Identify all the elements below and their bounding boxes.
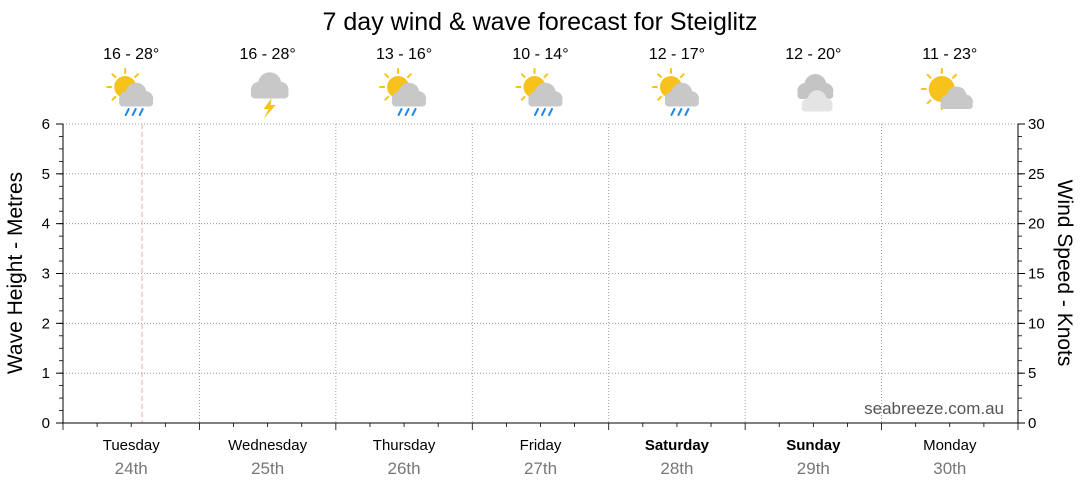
day-column: 13 - 16° Thursday 26th — [373, 46, 436, 478]
day-column: 12 - 20° Sunday 29th — [785, 46, 841, 478]
sun-ray — [926, 99, 932, 105]
day-date: 27th — [524, 459, 557, 478]
sun-ray — [520, 73, 526, 79]
day-temperature: 13 - 16° — [376, 46, 432, 63]
day-name: Saturday — [645, 437, 710, 454]
sun-ray — [657, 73, 663, 79]
sun-ray — [657, 95, 663, 101]
sun-ray — [111, 73, 117, 79]
sun-cloud-rain-icon — [651, 68, 699, 116]
rain-drop — [124, 108, 130, 116]
chart-title: 7 day wind & wave forecast for Steiglitz — [323, 8, 758, 36]
sun-ray — [406, 73, 412, 79]
y-left-tick-label: 4 — [42, 216, 50, 233]
day-column: 10 - 14° Friday 27th — [512, 46, 568, 478]
cloud-base — [391, 98, 427, 107]
cloud-base — [250, 90, 289, 99]
y-left-tick-label: 3 — [42, 266, 50, 283]
day-temperature: 16 - 28° — [103, 46, 159, 63]
y-right-tick-label: 0 — [1028, 415, 1036, 432]
day-temperature: 16 - 28° — [240, 46, 296, 63]
lightning-bolt — [263, 98, 276, 119]
day-name: Thursday — [373, 437, 436, 454]
thunderstorm-icon — [250, 72, 289, 119]
sun-ray — [111, 95, 117, 101]
sun-ray — [520, 95, 526, 101]
partly-cloudy-icon — [920, 68, 973, 110]
day-name: Tuesday — [103, 437, 160, 454]
day-columns: 16 - 28° Tuesday 24th 16 - 28° Wednesday 25th… — [103, 46, 978, 478]
day-name: Sunday — [786, 437, 841, 454]
rain-drop — [397, 108, 403, 116]
rain-drop — [411, 108, 417, 116]
y-axis-right-label: Wind Speed - Knots — [1053, 180, 1076, 367]
day-temperature: 11 - 23° — [922, 46, 977, 63]
day-date: 25th — [251, 459, 284, 478]
y-right-tick-label: 20 — [1028, 216, 1045, 233]
y-right-tick-label: 10 — [1028, 315, 1045, 332]
sun-ray — [926, 73, 932, 79]
rain-drop — [670, 108, 676, 116]
rain-drop — [548, 108, 553, 116]
day-column: 12 - 17° Saturday 28th — [645, 46, 710, 478]
sun-ray — [384, 73, 390, 79]
cloudy-icon — [797, 74, 834, 112]
rain-drop — [534, 108, 539, 116]
rain-drop — [131, 108, 137, 116]
sun-ray — [384, 95, 390, 101]
sun-cloud-rain-icon — [515, 68, 563, 116]
sun-ray — [543, 73, 549, 79]
y-right-tick-label: 25 — [1028, 166, 1045, 183]
sun-ray — [134, 73, 139, 79]
sun-cloud-rain-icon — [106, 68, 154, 116]
cloud-base — [119, 98, 154, 107]
y-right-tick-label: 5 — [1028, 365, 1036, 382]
day-date: 24th — [115, 459, 148, 478]
y-axis-left-label: Wave Height - Metres — [4, 172, 27, 374]
day-temperature: 12 - 17° — [649, 46, 705, 63]
sun-ray — [679, 73, 685, 79]
rain-drop — [677, 108, 683, 116]
day-column: 16 - 28° Wednesday 25th — [228, 46, 307, 478]
day-date: 28th — [660, 459, 693, 478]
day-name: Monday — [923, 437, 977, 454]
y-left-tick-label: 6 — [42, 116, 50, 133]
cloud-base — [801, 104, 833, 112]
rain-drop — [138, 108, 144, 116]
day-date: 30th — [933, 459, 966, 478]
day-date: 29th — [797, 459, 830, 478]
cloud-base — [528, 98, 563, 107]
day-column: 11 - 23° Monday 30th — [920, 46, 977, 478]
day-temperature: 10 - 14° — [512, 46, 568, 63]
axis-layer: 0 1 2 3 4 5 6 0 5 10 15 20 25 30 — [42, 116, 1045, 432]
sun-ray — [952, 73, 957, 79]
day-column: 16 - 28° Tuesday 24th — [103, 46, 160, 478]
sun-cloud-rain-icon — [379, 68, 427, 116]
day-date: 26th — [388, 459, 421, 478]
y-left-tick-label: 0 — [42, 415, 50, 432]
rain-drop — [541, 108, 546, 116]
y-left-tick-label: 2 — [42, 315, 50, 332]
day-name: Friday — [520, 437, 562, 454]
day-temperature: 12 - 20° — [785, 46, 841, 63]
watermark-text: seabreeze.com.au — [864, 399, 1004, 418]
cloud-base — [940, 101, 973, 109]
rain-drop — [684, 108, 690, 116]
y-right-tick-label: 30 — [1028, 116, 1045, 133]
y-left-tick-label: 1 — [42, 365, 50, 382]
day-name: Wednesday — [228, 437, 307, 454]
grid-layer — [63, 123, 1018, 423]
rain-drop — [404, 108, 410, 116]
y-right-tick-label: 15 — [1028, 266, 1045, 283]
y-left-tick-label: 5 — [42, 166, 50, 183]
cloud-base — [664, 98, 699, 107]
